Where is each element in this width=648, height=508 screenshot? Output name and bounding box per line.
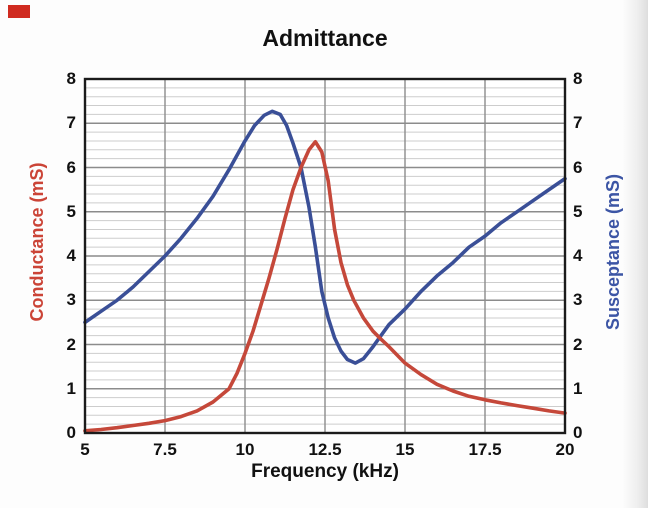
corner-marker	[8, 5, 30, 18]
y-tick-right-1: 1	[573, 378, 583, 398]
y-tick-right-7: 7	[573, 113, 583, 133]
x-tick-12.5: 12.5	[308, 440, 342, 459]
series-susceptance	[83, 109, 567, 365]
y-tick-left-6: 6	[66, 157, 76, 177]
y-tick-left-8: 8	[66, 69, 76, 88]
y-tick-left-7: 7	[66, 113, 76, 133]
y-tick-left-3: 3	[66, 290, 76, 310]
y-tick-left-1: 1	[66, 378, 76, 398]
y-tick-left-2: 2	[66, 334, 76, 354]
y-tick-right-2: 2	[573, 334, 583, 354]
y-tick-right-6: 6	[573, 157, 583, 177]
y-tick-right-8: 8	[573, 69, 583, 88]
y-tick-right-0: 0	[573, 423, 583, 442]
y-tick-right-5: 5	[573, 201, 583, 221]
y-tick-left-0: 0	[66, 423, 76, 442]
y-tick-left-4: 4	[66, 246, 76, 265]
series-conductance	[83, 140, 567, 433]
y-tick-left-5: 5	[66, 201, 76, 221]
x-tick-15: 15	[395, 440, 415, 459]
x-tick-17.5: 17.5	[468, 440, 502, 459]
plot-border	[83, 77, 567, 435]
x-tick-10: 10	[235, 440, 255, 459]
chart-title: Admittance	[262, 25, 388, 51]
x-tick-7.5: 7.5	[153, 440, 177, 459]
x-axis-title: Frequency (kHz)	[251, 461, 399, 482]
y-tick-right-4: 4	[573, 246, 583, 265]
y-tick-right-3: 3	[573, 290, 583, 310]
x-tick-5: 5	[80, 440, 90, 459]
x-tick-20: 20	[555, 440, 575, 459]
